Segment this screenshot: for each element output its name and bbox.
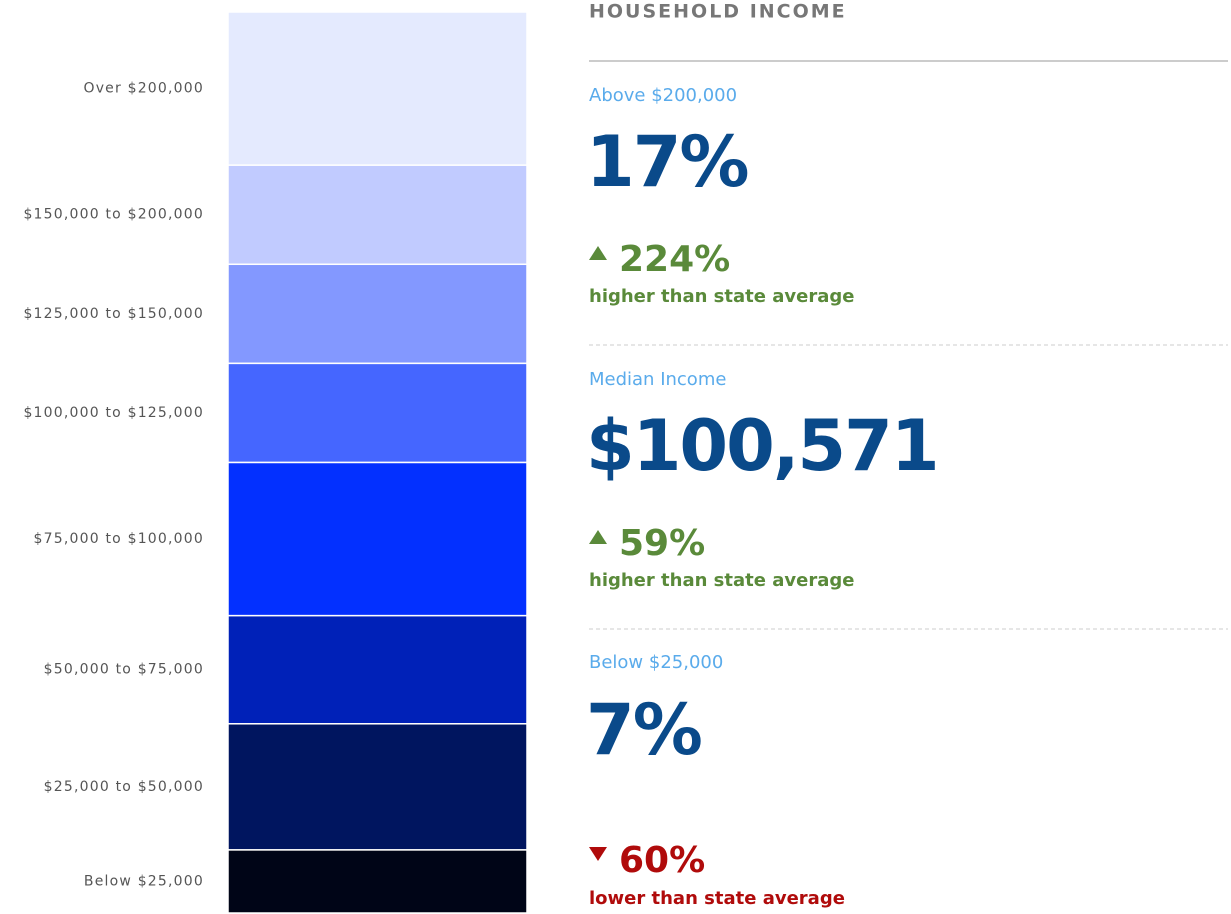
stat-value: $100,571 [586, 405, 938, 487]
trend-arrow [589, 246, 607, 260]
stat-note: higher than state average [589, 286, 854, 307]
stat-note: higher than state average [589, 570, 854, 591]
stat-value: 7% [586, 689, 701, 771]
stat-label: Median Income [589, 369, 726, 390]
stat-note: lower than state average [589, 888, 845, 909]
bar-segment [227, 614, 528, 725]
category-label: $75,000 to $100,000 [34, 531, 204, 547]
trend-arrow [589, 847, 607, 861]
category-label: $25,000 to $50,000 [44, 779, 204, 795]
bar-segment [227, 164, 528, 266]
stat-change: 59% [619, 523, 705, 564]
bar-segment [227, 849, 528, 914]
stat-label: Below $25,000 [589, 652, 723, 673]
stat-change: 224% [619, 239, 730, 280]
category-label: $100,000 to $125,000 [23, 405, 204, 421]
category-label: Over $200,000 [83, 81, 204, 97]
panel-title: HOUSEHOLD INCOME [589, 1, 847, 23]
category-label: $125,000 to $150,000 [23, 306, 204, 322]
category-label: $50,000 to $75,000 [44, 662, 204, 678]
stat-change: 60% [619, 840, 705, 881]
bar-segment [227, 263, 528, 365]
category-label: Below $25,000 [84, 873, 204, 889]
trend-arrow [589, 530, 607, 544]
stat-value: 17% [586, 121, 748, 203]
stat-label: Above $200,000 [589, 85, 737, 106]
bar-segment [227, 11, 528, 166]
bar-segment [227, 723, 528, 851]
bar-segment [227, 461, 528, 617]
category-label: $150,000 to $200,000 [23, 207, 204, 223]
bar-segment [227, 362, 528, 464]
